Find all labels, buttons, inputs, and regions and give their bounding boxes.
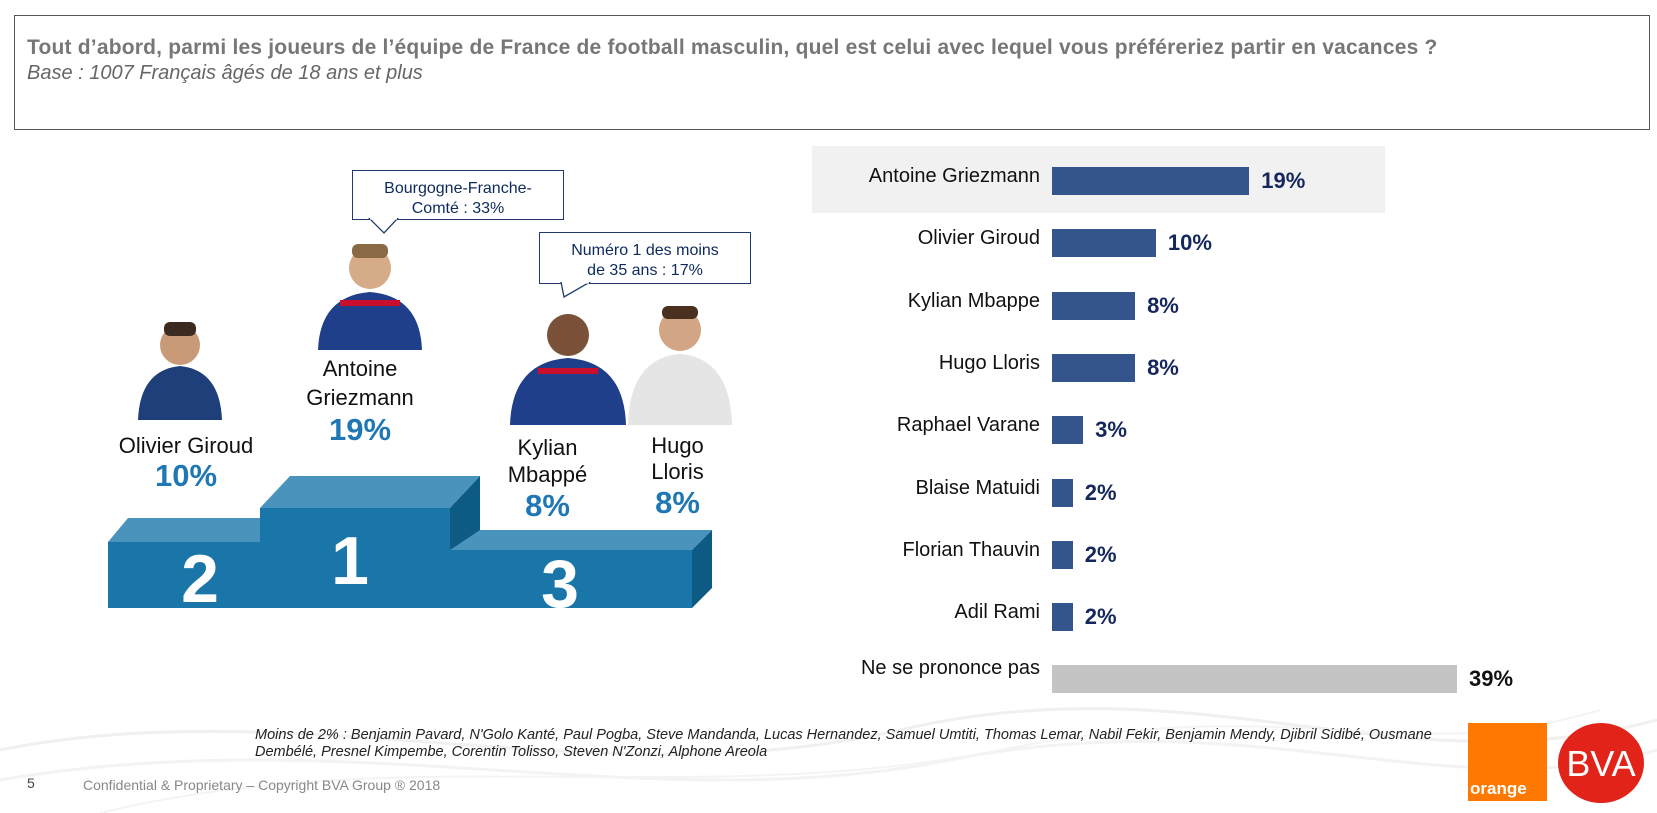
player-photo-giroud: [138, 322, 222, 420]
bva-logo-text: BVA: [1566, 743, 1635, 784]
callout-mbappe-tail: [560, 282, 592, 299]
rank-2-label: 2: [181, 541, 219, 617]
bar-label-3: Hugo Lloris: [938, 351, 1040, 374]
callout-mbappe: Numéro 1 des moins de 35 ans : 17%: [539, 232, 751, 284]
bva-logo: BVA: [1558, 723, 1644, 803]
player-name-mbappe-line1: Kylian: [517, 435, 578, 460]
bar-label-7: Adil Rami: [954, 601, 1040, 624]
callout-griezmann-line1: Bourgogne-Franche-: [384, 180, 532, 197]
player-pct-giroud: 10%: [154, 458, 218, 493]
bar-3: [1052, 353, 1136, 382]
callout-griezmann-tail: [368, 218, 399, 234]
bar-8: [1052, 665, 1457, 694]
bar-value-1: 10%: [1167, 230, 1212, 256]
player-name-mbappe-line2: Mbappé: [507, 462, 588, 487]
rank-3-label: 3: [541, 546, 579, 622]
bar-label-4: Raphael Varane: [896, 414, 1040, 437]
podium-step-3-front: [430, 550, 692, 608]
footnote: Moins de 2% : Benjamin Pavard, N'Golo Ka…: [255, 727, 1432, 760]
bar-value-4: 3%: [1095, 417, 1127, 443]
bar-7: [1052, 603, 1073, 632]
bar-value-6: 2%: [1084, 541, 1117, 567]
podium-step-1-side: [450, 476, 480, 550]
player-name-giroud: Olivier Giroud: [118, 433, 254, 458]
bar-value-3: 8%: [1147, 354, 1179, 380]
podium-section: 2 1 3 Olivier Giroud 10% Antoine Griezma…: [0, 0, 751, 640]
podium-step-1-front: [260, 508, 450, 608]
player-name-lloris-line2: Lloris: [651, 459, 704, 484]
bar-4: [1052, 416, 1084, 445]
bar-2: [1052, 291, 1136, 320]
bar-5: [1052, 478, 1073, 507]
player-name-lloris-line1: Hugo: [651, 433, 704, 458]
bar-label-5: Blaise Matuidi: [915, 476, 1040, 499]
bar-chart: Antoine Griezmann 19% Olivier Giroud 10% Kyl…: [812, 146, 1514, 694]
podium-graphic: [108, 244, 732, 608]
player-pct-griezmann: 19%: [328, 412, 392, 447]
question-text: Tout d’abord, parmi les joueurs de l’équ…: [27, 36, 1438, 59]
podium-step-3-top: [430, 530, 712, 550]
orange-logo-text: orange: [1470, 779, 1527, 798]
bar-label-2: Kylian Mbappe: [907, 289, 1040, 312]
player-name-griezmann-line1: Antoine: [322, 356, 398, 381]
background-decoration: [0, 707, 1657, 813]
player-photo-griezmann: [318, 244, 422, 350]
bar-label-8: Ne se prononce pas: [860, 657, 1040, 680]
bar-value-0: 19%: [1261, 168, 1306, 193]
callout-griezmann-line2: Comté : 33%: [411, 200, 505, 217]
bar-1: [1052, 229, 1156, 258]
bar-value-7: 2%: [1084, 604, 1117, 630]
bar-label-0: Antoine Griezmann: [868, 165, 1040, 187]
player-photo-mbappe: [510, 314, 626, 425]
bar-6: [1052, 540, 1073, 569]
player-photo-lloris: [628, 306, 732, 425]
orange-logo: orange: [1468, 723, 1547, 801]
bar-value-5: 2%: [1084, 479, 1117, 505]
page-number: 5: [27, 775, 35, 791]
bar-value-8: 39%: [1469, 666, 1514, 692]
rank-1-label: 1: [331, 523, 369, 599]
podium-step-3-side: [692, 530, 712, 608]
question-header: Tout d’abord, parmi les joueurs de l’équ…: [14, 15, 1650, 130]
player-name-griezmann-line2: Griezmann: [306, 385, 414, 410]
callout-mbappe-line1: Numéro 1 des moins: [571, 242, 719, 259]
player-pct-lloris: 8%: [655, 485, 700, 520]
confidential-notice: Confidential & Proprietary – Copyright B…: [83, 777, 441, 793]
bar-label-1: Olivier Giroud: [917, 227, 1040, 250]
podium-step-2-top: [108, 518, 288, 542]
podium-step-2-front: [108, 542, 288, 608]
podium-step-1-top: [260, 476, 480, 508]
bar-0: [1052, 167, 1250, 195]
bar-label-6: Florian Thauvin: [902, 538, 1040, 561]
callout-mbappe-line2: de 35 ans : 17%: [587, 262, 703, 279]
bar-value-2: 8%: [1147, 292, 1179, 318]
player-pct-mbappe: 8%: [525, 488, 570, 523]
base-text: Base : 1007 Français âgés de 18 ans et p…: [27, 62, 423, 84]
callout-griezmann: Bourgogne-Franche- Comté : 33%: [352, 170, 564, 220]
